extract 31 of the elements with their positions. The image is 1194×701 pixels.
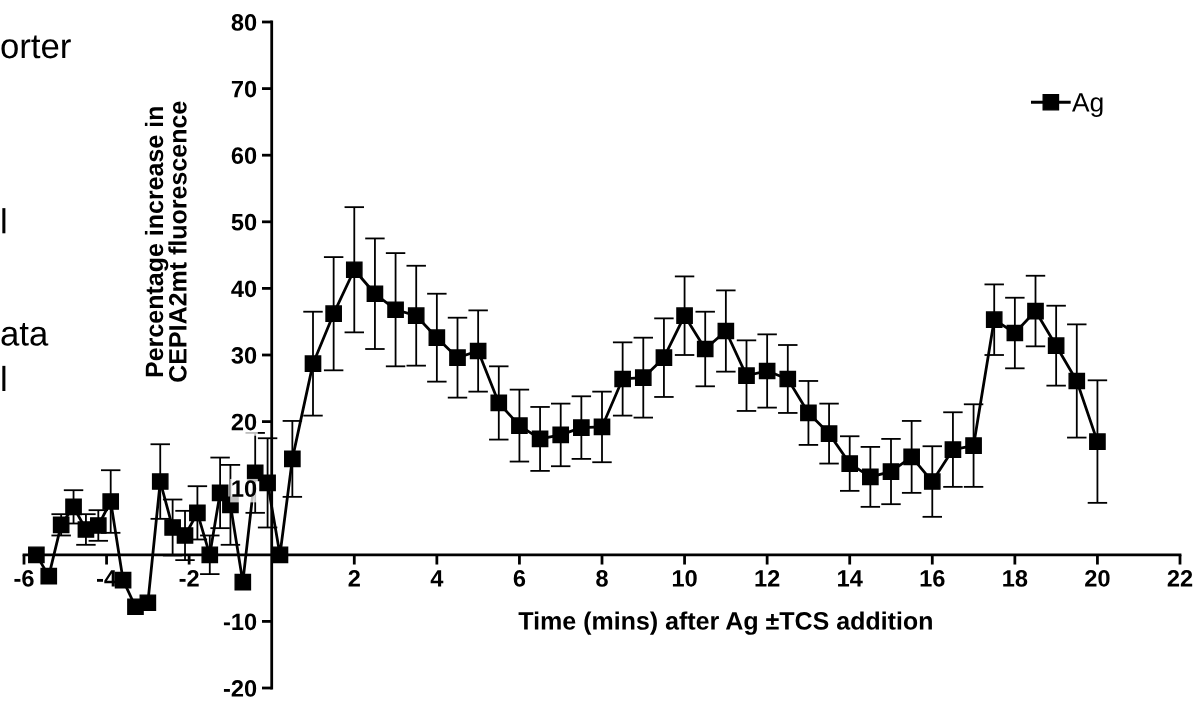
x-tick-label: 16 <box>920 570 945 587</box>
y-tick-label: 10 <box>232 480 257 497</box>
y-tick-label: 20 <box>231 413 257 431</box>
y-tick-label: 70 <box>231 80 257 98</box>
x-tick-label: 18 <box>1003 570 1028 587</box>
y-tick-label: 50 <box>231 213 257 231</box>
y-tick-label: 60 <box>231 147 257 164</box>
y-tick-label: 40 <box>231 280 257 298</box>
annotation: ata <box>1 323 49 346</box>
text: l <box>2 365 6 392</box>
x-tick-label: -4 <box>97 570 117 587</box>
x-tick-label: 22 <box>1167 570 1193 587</box>
y-tick-label: -20 <box>223 680 257 697</box>
y-tick-label: -10 <box>223 613 257 631</box>
y-tick-label: 80 <box>231 14 257 31</box>
x-tick-label: 12 <box>755 570 780 587</box>
y-tick-label: 30 <box>231 347 257 364</box>
legend-label: Ag <box>1072 93 1103 117</box>
y-axis-title: Percentage increase in CEPIA2mt fluorescence <box>144 101 187 382</box>
x-tick-label: 4 <box>430 570 444 587</box>
x-tick-label: -6 <box>14 570 34 587</box>
x-tick-label: 2 <box>348 570 360 587</box>
x-tick-label: 14 <box>838 570 863 587</box>
x-tick-label: 8 <box>596 570 608 587</box>
text: l <box>2 208 6 234</box>
annotation: orter <box>1 35 71 59</box>
x-tick-label: 10 <box>672 570 697 587</box>
x-tick-label: 6 <box>513 570 526 587</box>
x-axis-title: Time (mins) after Ag ±TCS addition <box>518 611 932 635</box>
x-tick-label: 20 <box>1085 570 1110 587</box>
x-tick-label: -2 <box>179 570 199 587</box>
